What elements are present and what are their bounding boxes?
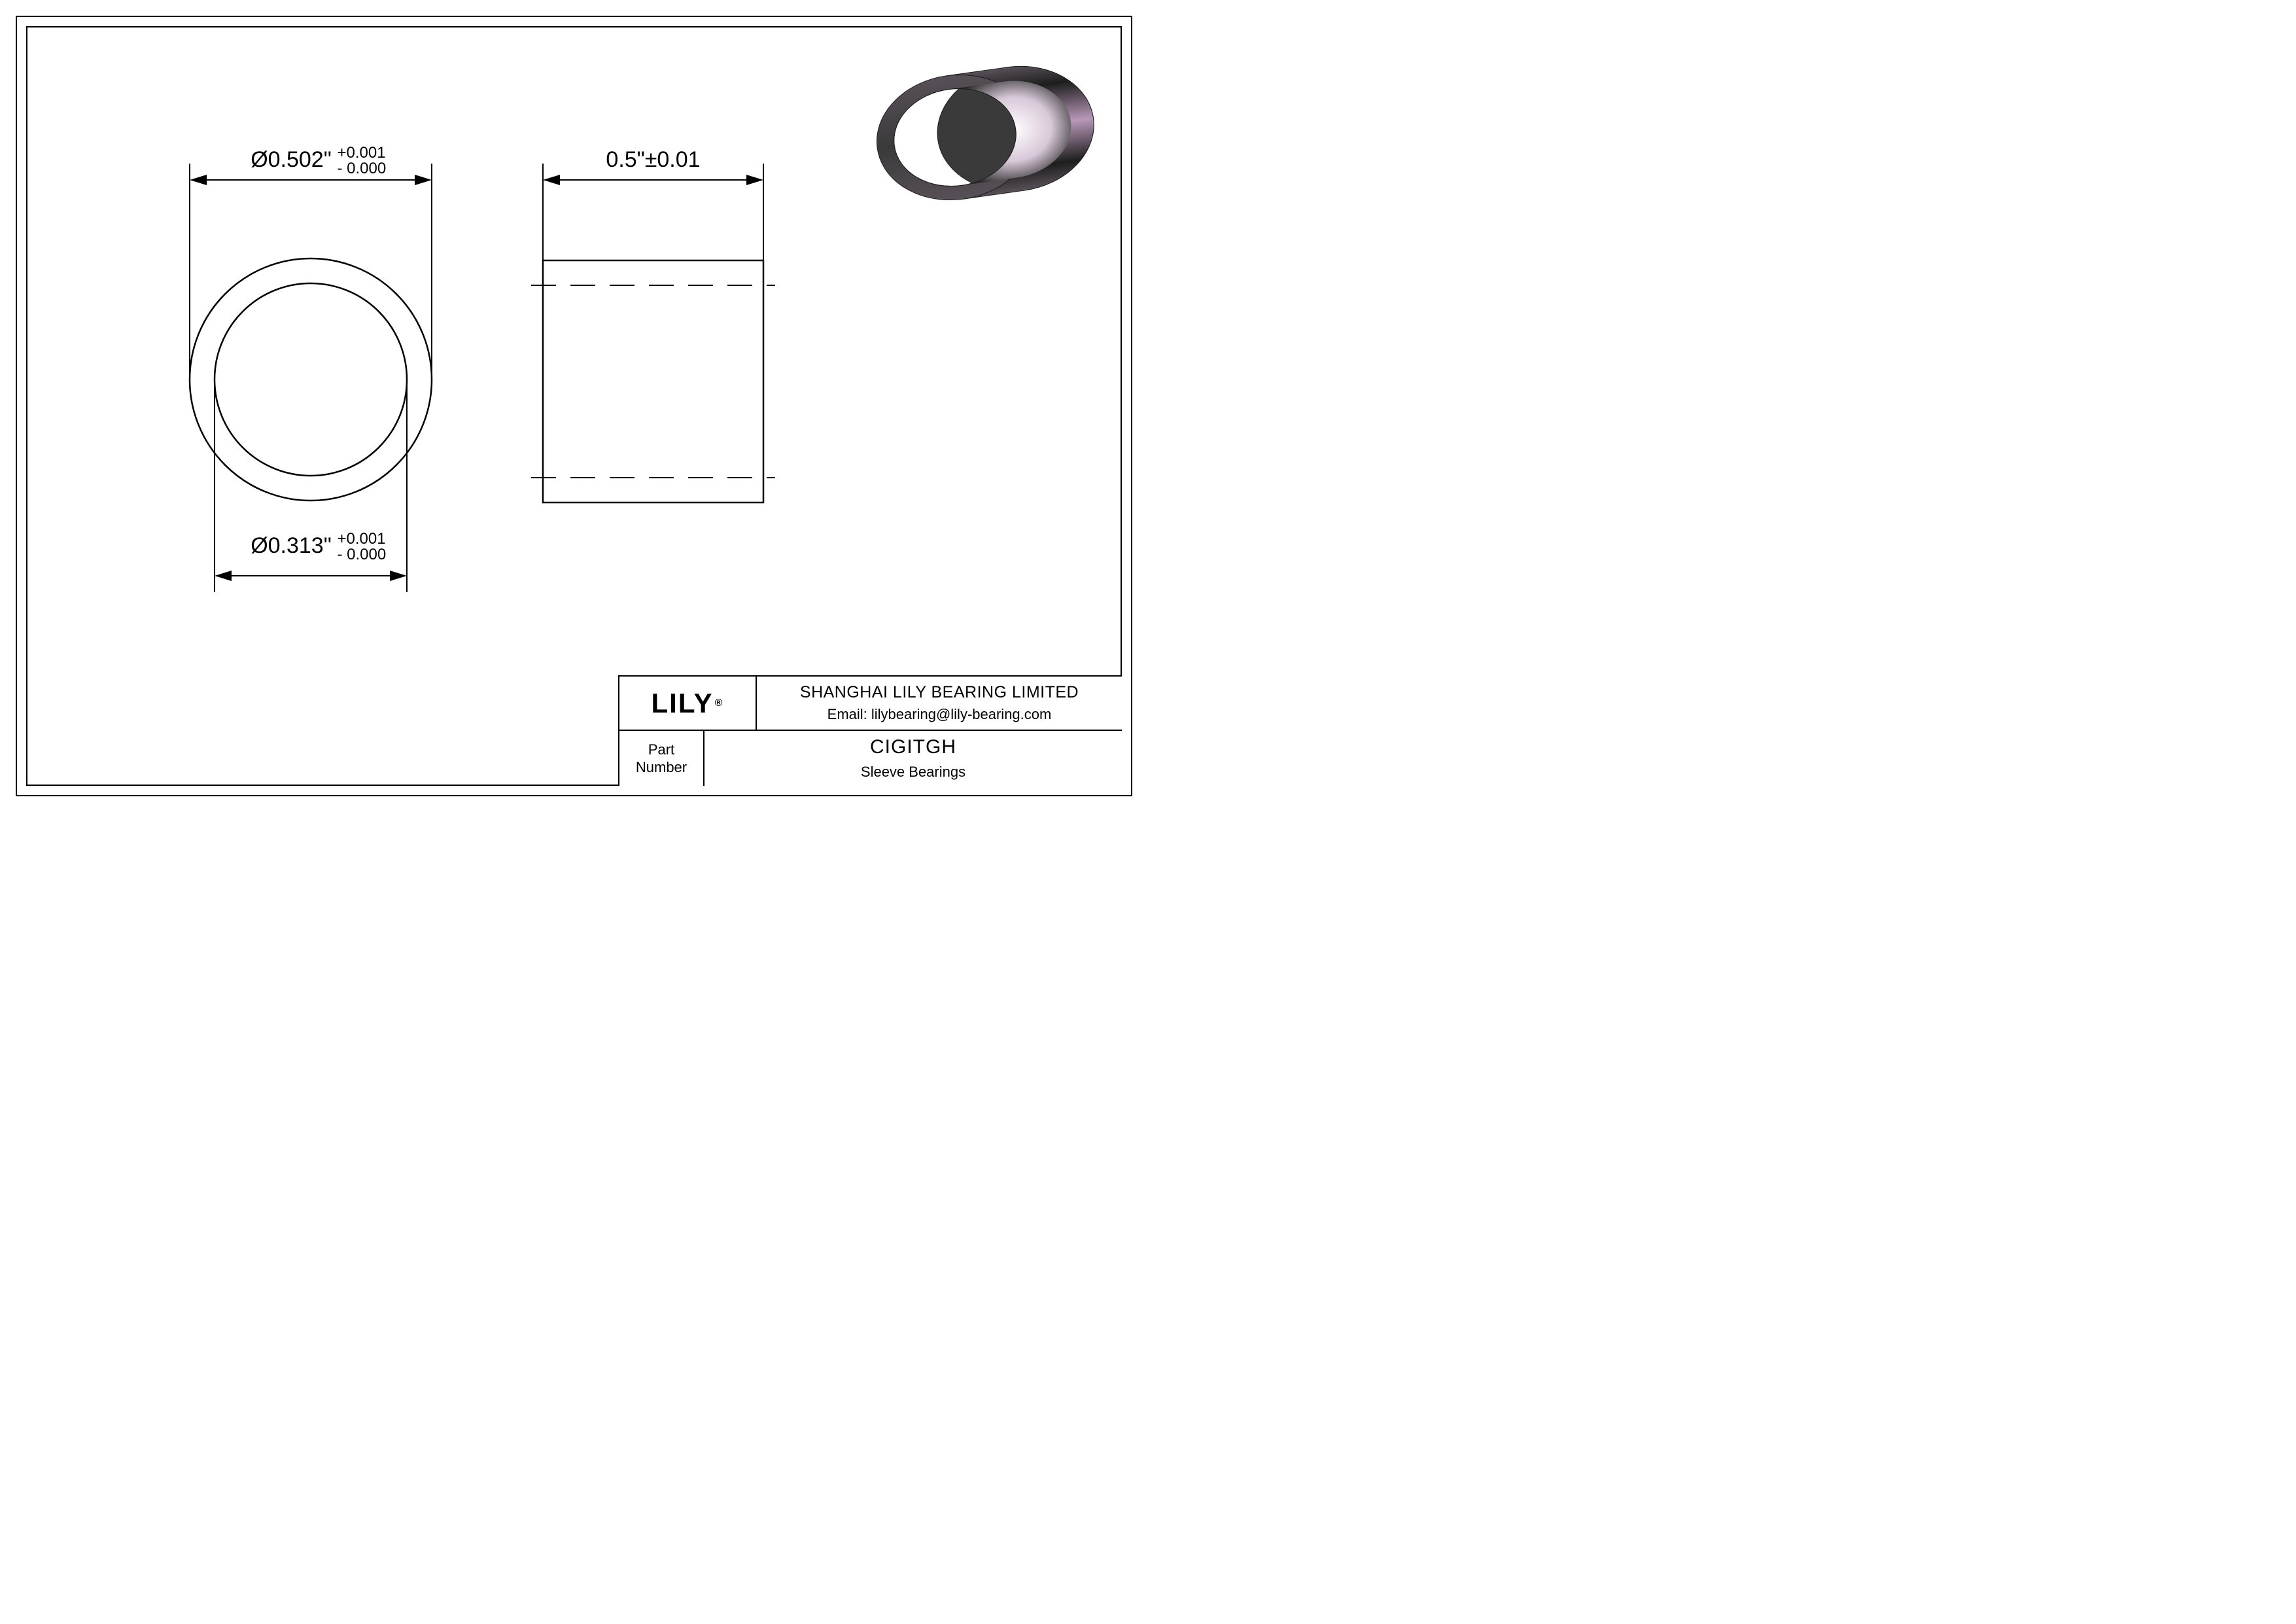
drawing-svg: Ø0.502"+0.001- 0.000Ø0.313"+0.001- 0.000… bbox=[26, 26, 1122, 786]
logo-cell: LILY® bbox=[619, 677, 757, 730]
svg-text:+0.001: +0.001 bbox=[338, 144, 386, 162]
part-number-value-cell: CIGITGH Sleeve Bearings bbox=[704, 731, 1122, 786]
side-view bbox=[531, 260, 775, 503]
isometric-view bbox=[869, 56, 1102, 210]
company-name: SHANGHAI LILY BEARING LIMITED bbox=[800, 683, 1079, 702]
drawing-area: Ø0.502"+0.001- 0.000Ø0.313"+0.001- 0.000… bbox=[26, 26, 1122, 786]
company-cell: SHANGHAI LILY BEARING LIMITED Email: lil… bbox=[757, 677, 1122, 730]
dimensions: Ø0.502"+0.001- 0.000Ø0.313"+0.001- 0.000… bbox=[190, 144, 763, 592]
part-number-label: Part Number bbox=[619, 731, 704, 786]
part-description: Sleeve Bearings bbox=[861, 764, 965, 781]
part-number-code: CIGITGH bbox=[870, 736, 956, 758]
svg-text:+0.001: +0.001 bbox=[338, 530, 386, 548]
svg-text:Ø0.502": Ø0.502" bbox=[251, 147, 332, 172]
front-view bbox=[190, 258, 432, 501]
svg-text:- 0.000: - 0.000 bbox=[338, 546, 387, 563]
svg-text:0.5"±0.01: 0.5"±0.01 bbox=[606, 147, 700, 172]
svg-text:- 0.000: - 0.000 bbox=[338, 160, 387, 177]
title-block: LILY® SHANGHAI LILY BEARING LIMITED Emai… bbox=[618, 675, 1122, 786]
registered-mark: ® bbox=[715, 697, 724, 709]
logo-text: LILY bbox=[652, 688, 714, 719]
company-email: Email: lilybearing@lily-bearing.com bbox=[827, 706, 1052, 723]
svg-text:Ø0.313": Ø0.313" bbox=[251, 533, 332, 558]
part-number-label-text: Part Number bbox=[636, 741, 687, 777]
title-block-row-company: LILY® SHANGHAI LILY BEARING LIMITED Emai… bbox=[619, 677, 1122, 730]
title-block-row-part: Part Number CIGITGH Sleeve Bearings bbox=[619, 730, 1122, 786]
drawing-sheet: Ø0.502"+0.001- 0.000Ø0.313"+0.001- 0.000… bbox=[0, 0, 1148, 812]
